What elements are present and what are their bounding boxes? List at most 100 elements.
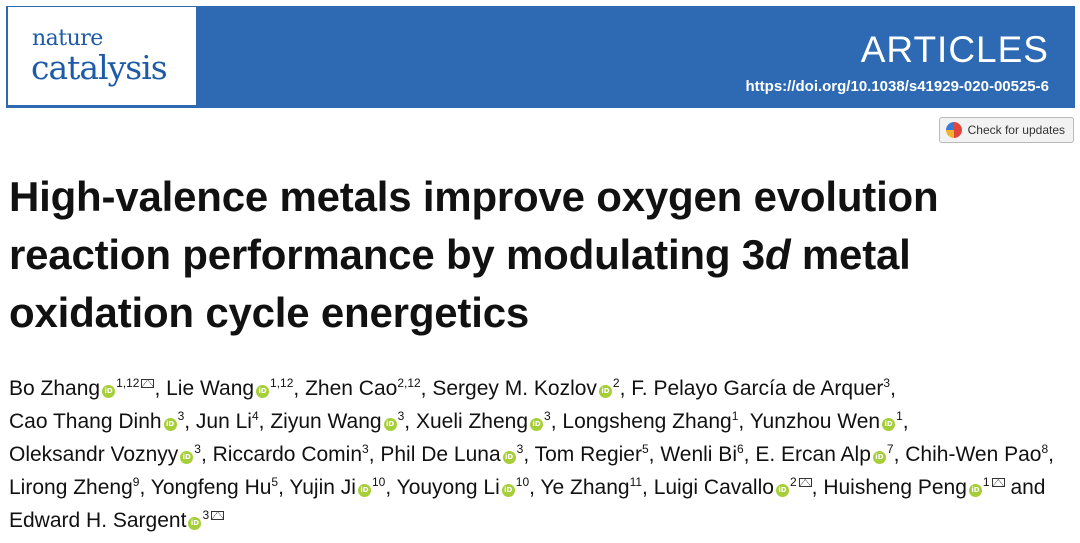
author-name[interactable]: Wenli Bi bbox=[660, 443, 737, 466]
author-name[interactable]: Cao Thang Dinh bbox=[9, 410, 162, 433]
affiliation-superscript[interactable]: 3 bbox=[202, 508, 210, 522]
orcid-icon[interactable]: iD bbox=[775, 484, 789, 497]
author-name[interactable]: Bo Zhang bbox=[9, 377, 101, 400]
author[interactable]: Cao Thang Dinh iD3 bbox=[9, 410, 184, 433]
orcid-icon[interactable]: iD bbox=[357, 484, 371, 497]
affiliation-superscript[interactable]: 6 bbox=[736, 442, 744, 456]
check-for-updates-button[interactable]: Check for updates bbox=[938, 117, 1074, 143]
orcid-icon[interactable]: iD bbox=[102, 385, 116, 398]
orcid-icon[interactable]: iD bbox=[882, 418, 896, 431]
author-name[interactable]: Riccardo Comin bbox=[212, 443, 363, 466]
author-name[interactable]: Huisheng Peng bbox=[823, 476, 967, 499]
author[interactable]: Lirong Zheng9 bbox=[9, 476, 139, 499]
author-name[interactable]: Ziyun Wang bbox=[270, 410, 382, 433]
affiliation-superscript[interactable]: 3 bbox=[544, 409, 551, 423]
author-name[interactable]: Tom Regier bbox=[534, 443, 642, 466]
author[interactable]: F. Pelayo García de Arquer3 bbox=[631, 377, 890, 400]
affiliation-superscript[interactable]: 4 bbox=[251, 409, 259, 423]
affiliation-superscript[interactable]: 1,12 bbox=[270, 376, 294, 390]
orcid-icon[interactable]: iD bbox=[180, 451, 194, 464]
author[interactable]: Yujin Ji iD10 bbox=[289, 476, 385, 499]
author[interactable]: Edward H. Sargent iD3 bbox=[9, 508, 225, 532]
affiliation-superscript[interactable]: 11 bbox=[629, 475, 643, 489]
author[interactable]: Yongfeng Hu5 bbox=[151, 476, 278, 499]
author-name[interactable]: Youyong Li bbox=[396, 476, 500, 499]
author[interactable]: Youyong Li iD10 bbox=[397, 476, 530, 499]
affiliation-superscript[interactable]: 1 bbox=[982, 475, 990, 489]
affiliation-superscript[interactable]: 7 bbox=[886, 442, 894, 456]
author[interactable]: E. Ercan Alp iD7 bbox=[755, 443, 893, 466]
author-name[interactable]: Zhen Cao bbox=[305, 377, 398, 400]
orcid-icon[interactable]: iD bbox=[501, 484, 515, 497]
author-name[interactable]: Jun Li bbox=[195, 410, 252, 433]
email-icon[interactable] bbox=[798, 478, 812, 487]
affiliation-superscript[interactable]: 2 bbox=[789, 475, 797, 489]
orcid-icon[interactable]: iD bbox=[968, 484, 982, 497]
journal-logo[interactable]: nature catalysis bbox=[7, 6, 197, 106]
author[interactable]: Luigi Cavallo iD2 bbox=[654, 476, 812, 499]
orcid-icon[interactable]: iD bbox=[872, 451, 886, 464]
affiliation-superscript[interactable]: 8 bbox=[1041, 442, 1049, 456]
affiliation-superscript[interactable]: 2 bbox=[612, 376, 620, 390]
author[interactable]: Huisheng Peng iD1 bbox=[823, 475, 1005, 499]
author[interactable]: Wenli Bi6 bbox=[660, 443, 743, 466]
author[interactable]: Riccardo Comin3 bbox=[213, 443, 369, 466]
orcid-icon[interactable]: iD bbox=[383, 418, 397, 431]
affiliation-superscript[interactable]: 5 bbox=[271, 475, 279, 489]
affiliation-superscript[interactable]: 2,12 bbox=[397, 376, 421, 390]
author-name[interactable]: Chih-Wen Pao bbox=[905, 443, 1042, 466]
affiliation-superscript[interactable]: 3 bbox=[516, 442, 524, 456]
affiliation-superscript[interactable]: 1,12 bbox=[116, 376, 140, 390]
author[interactable]: Lie Wang iD1,12 bbox=[166, 377, 293, 400]
orcid-icon[interactable]: iD bbox=[188, 517, 202, 530]
author[interactable]: Zhen Cao2,12 bbox=[305, 377, 421, 400]
affiliation-superscript[interactable]: 10 bbox=[515, 475, 530, 489]
orcid-icon[interactable]: iD bbox=[502, 451, 516, 464]
author-name[interactable]: Xueli Zheng bbox=[415, 410, 529, 433]
orcid-icon[interactable]: iD bbox=[163, 418, 177, 431]
author[interactable]: Tom Regier5 bbox=[535, 443, 649, 466]
email-icon[interactable] bbox=[141, 379, 155, 388]
affiliation-superscript[interactable]: 3 bbox=[194, 442, 201, 456]
author[interactable]: Longsheng Zhang1 bbox=[562, 410, 738, 433]
author-name[interactable]: Luigi Cavallo bbox=[653, 476, 774, 499]
affiliation-superscript[interactable]: 1 bbox=[896, 409, 903, 423]
author-name[interactable]: Oleksandr Voznyy bbox=[9, 443, 179, 466]
author-name[interactable]: Longsheng Zhang bbox=[562, 410, 732, 433]
author[interactable]: Jun Li4 bbox=[196, 410, 259, 433]
author-name[interactable]: Ye Zhang bbox=[540, 476, 630, 499]
author[interactable]: Sergey M. Kozlov iD2 bbox=[432, 377, 619, 400]
author-name[interactable]: Lirong Zheng bbox=[9, 476, 133, 499]
author-name[interactable]: F. Pelayo García de Arquer bbox=[631, 377, 884, 400]
orcid-icon[interactable]: iD bbox=[530, 418, 544, 431]
author[interactable]: Phil De Luna iD3 bbox=[380, 443, 523, 466]
author[interactable]: Bo Zhang iD1,12 bbox=[9, 376, 155, 400]
author-name[interactable]: Lie Wang bbox=[166, 377, 255, 400]
author[interactable]: Ye Zhang11 bbox=[540, 476, 642, 499]
author[interactable]: Xueli Zheng iD3 bbox=[416, 410, 551, 433]
orcid-icon[interactable]: iD bbox=[598, 385, 612, 398]
affiliation-superscript[interactable]: 10 bbox=[371, 475, 386, 489]
email-icon[interactable] bbox=[211, 511, 225, 520]
affiliation-superscript[interactable]: 1 bbox=[731, 409, 739, 423]
affiliation-superscript[interactable]: 3 bbox=[362, 442, 369, 456]
email-icon[interactable] bbox=[991, 478, 1005, 487]
author-name[interactable]: E. Ercan Alp bbox=[755, 443, 871, 466]
author[interactable]: Ziyun Wang iD3 bbox=[270, 410, 404, 433]
doi-link[interactable]: https://doi.org/10.1038/s41929-020-00525… bbox=[745, 78, 1050, 95]
affiliation-superscript[interactable]: 3 bbox=[177, 409, 185, 423]
author[interactable]: Oleksandr Voznyy iD3 bbox=[9, 443, 201, 466]
author-name[interactable]: Sergey M. Kozlov bbox=[432, 377, 597, 400]
author-name[interactable]: Yujin Ji bbox=[289, 476, 356, 499]
author[interactable]: Yunzhou Wen iD1 bbox=[750, 410, 903, 433]
affiliation-superscript[interactable]: 9 bbox=[132, 475, 140, 489]
author-name[interactable]: Phil De Luna bbox=[380, 443, 501, 466]
author-name[interactable]: Edward H. Sargent bbox=[9, 509, 187, 532]
author[interactable]: Chih-Wen Pao8 bbox=[905, 443, 1048, 466]
affiliation-superscript[interactable]: 5 bbox=[641, 442, 649, 456]
orcid-icon[interactable]: iD bbox=[256, 385, 270, 398]
affiliation-superscript[interactable]: 3 bbox=[883, 376, 891, 390]
author-name[interactable]: Yongfeng Hu bbox=[150, 476, 272, 499]
affiliation-superscript[interactable]: 3 bbox=[397, 409, 405, 423]
author-name[interactable]: Yunzhou Wen bbox=[749, 410, 881, 433]
